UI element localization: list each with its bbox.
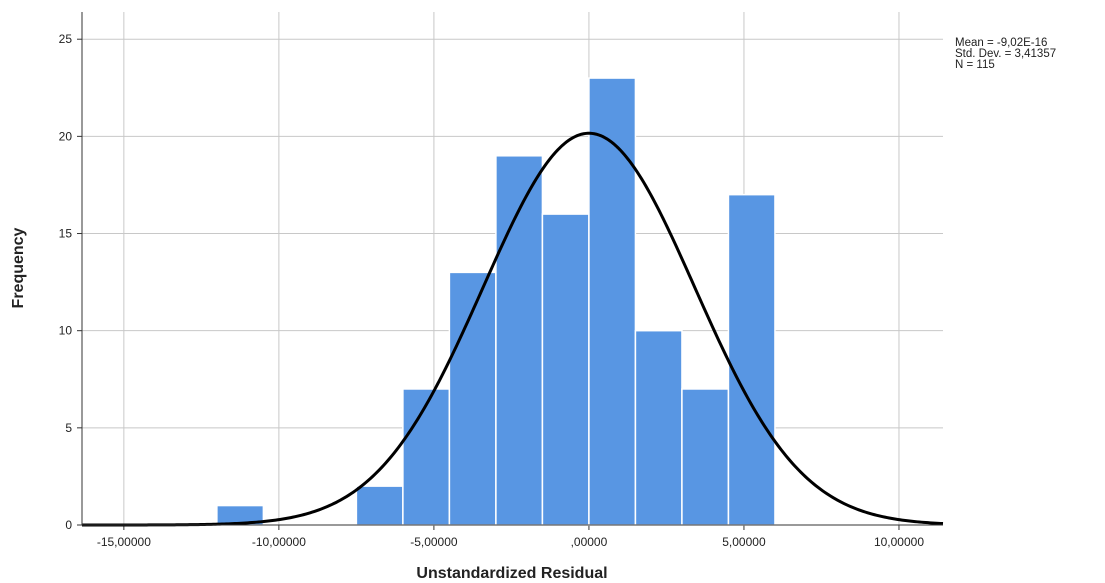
bar	[402, 388, 451, 526]
stat-label: N = 115	[955, 59, 995, 71]
normal-curve	[82, 131, 944, 527]
y-tick-label: 5	[65, 421, 72, 435]
x-tick-label: -15,00000	[97, 535, 151, 549]
bar	[541, 213, 590, 526]
y-tick-label: 15	[59, 227, 73, 241]
x-tick-label: 10,00000	[874, 535, 924, 549]
stat-label: Std. Dev. = 3,41357	[955, 48, 1056, 60]
x-axis-title: Unstandardized Residual	[416, 565, 607, 582]
bar	[355, 485, 404, 526]
y-axis-title: Frequency	[10, 227, 27, 308]
y-tick-label: 20	[59, 129, 73, 143]
bar	[727, 193, 776, 526]
x-tick-label: ,00000	[571, 535, 608, 549]
bar	[588, 77, 637, 526]
x-tick-label: -5,00000	[410, 535, 458, 549]
x-tick-label: 5,00000	[722, 535, 766, 549]
x-tick-label: -10,00000	[252, 535, 306, 549]
y-tick-label: 10	[59, 324, 73, 338]
bar	[634, 329, 683, 526]
y-tick-label: 25	[59, 32, 73, 46]
bar	[681, 388, 730, 526]
y-tick-label: 0	[65, 518, 72, 532]
stat-label: Mean = -9,02E-16	[955, 37, 1047, 49]
